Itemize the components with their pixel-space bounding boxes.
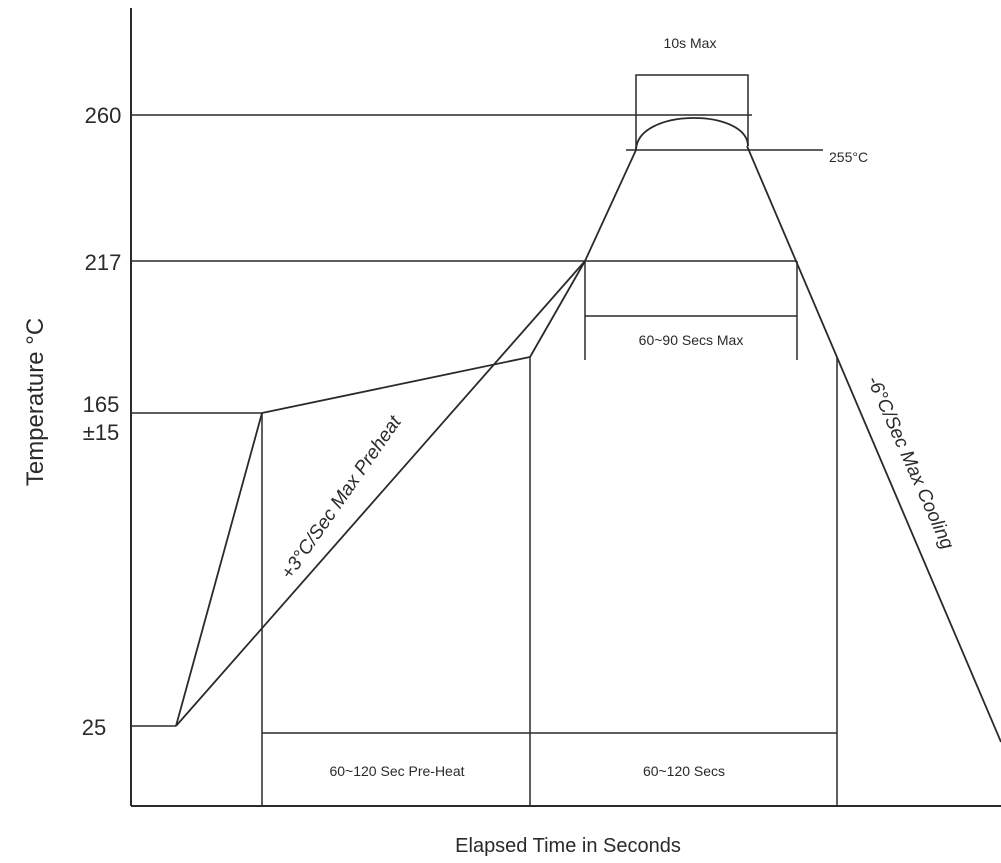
peak-dome [635,117,749,151]
x-axis-label: Elapsed Time in Seconds [455,835,681,857]
tick-165: 165 [83,392,120,417]
peak-window-bracket [635,74,749,150]
soak-line [261,356,531,414]
peak-window-label: 10s Max [664,35,717,51]
y-axis-label: Temperature °C [22,318,49,486]
tick-260: 260 [85,103,122,128]
preheat-ramp-line [175,260,586,727]
initial-rise-line [175,412,263,727]
cooling-slope-label: -6°C/Sec Max Cooling [862,373,957,553]
soak-to-liquidus-line [529,260,586,358]
tick-25: 25 [82,715,106,740]
tick-217: 217 [85,250,122,275]
peak-temp-label: 255°C [829,149,868,165]
preheat-window-label: 60~120 Sec Pre-Heat [329,763,464,779]
tick-165-tolerance: ±15 [83,420,120,445]
cooling-line [746,145,1001,743]
rise-to-peak-line [584,149,637,262]
liquidus-window-label: 60~90 Secs Max [639,332,744,348]
preheat-slope-label: +3°C/Sec Max Preheat [277,412,406,584]
reflow-window-label: 60~120 Secs [643,763,725,779]
